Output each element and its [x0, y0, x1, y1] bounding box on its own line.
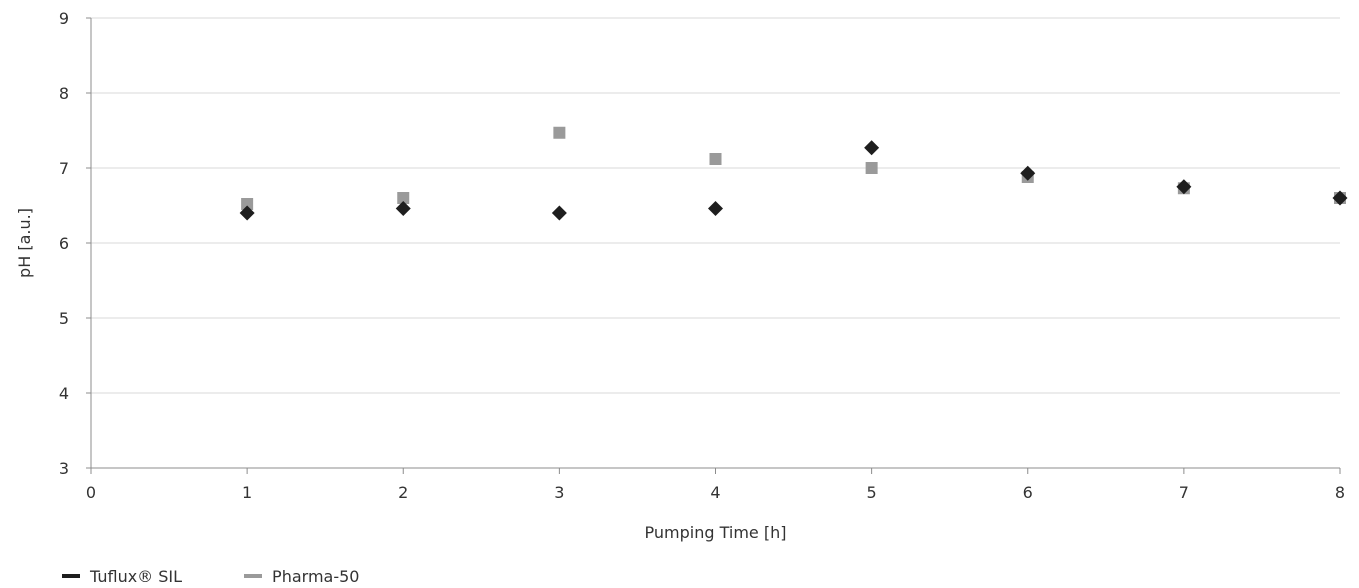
legend-item-series-1: Tuflux® SIL: [62, 567, 182, 586]
tuflux-point: [1020, 165, 1036, 181]
tuflux-point: [708, 201, 723, 216]
data-points: [239, 126, 1348, 221]
legend-swatch-series-1: [62, 574, 80, 578]
tuflux-point: [1332, 190, 1348, 206]
y-tick-label: 5: [59, 309, 69, 328]
x-tick-label: 7: [1179, 483, 1189, 502]
y-tick-label: 3: [59, 459, 69, 478]
legend-label-series-1: Tuflux® SIL: [90, 566, 183, 586]
x-tick-label: 3: [554, 483, 564, 502]
legend-swatch-series-2: [244, 574, 263, 578]
pharma50-point: [241, 198, 254, 210]
chart: 3 4 5 6 7 8 9 0 1 2 3 4 5 6 7 8 Pumping Time [h] pH [a.…: [15, 9, 1348, 542]
legend-item-series-2: Pharma-50: [244, 567, 359, 586]
y-tick-label: 7: [59, 159, 69, 178]
pharma50-point: [709, 153, 722, 165]
y-tick-label: 9: [59, 9, 69, 28]
y-tick-label: 8: [59, 84, 69, 103]
tuflux-point: [239, 205, 255, 221]
pharma50-point: [553, 126, 566, 139]
tuflux-point: [395, 201, 411, 216]
x-axis-label: Pumping Time [h]: [645, 523, 787, 542]
x-tick-label: 6: [1023, 483, 1033, 502]
x-tick-label: 4: [710, 483, 720, 502]
tuflux-point: [551, 205, 567, 221]
y-tick-label: 6: [59, 234, 69, 253]
legend-label-series-2: Pharma-50: [272, 566, 360, 586]
x-tick-label: 8: [1335, 483, 1345, 502]
gridlines: [91, 17, 1340, 394]
y-tick-label: 4: [59, 384, 69, 403]
y-axis-label: pH [a.u.]: [15, 208, 34, 278]
tick-labels: 3 4 5 6 7 8 9 0 1 2 3 4 5 6 7 8: [59, 9, 1345, 502]
pharma50-point: [865, 162, 878, 174]
x-tick-label: 2: [398, 483, 408, 502]
tuflux-point: [864, 140, 880, 156]
x-tick-label: 0: [86, 483, 96, 502]
x-tick-label: 1: [242, 483, 252, 502]
x-tick-label: 5: [867, 483, 877, 502]
pharma50-point: [397, 192, 410, 204]
legend: Tuflux® SIL Pharma-50: [62, 566, 421, 586]
tuflux-point: [1176, 179, 1192, 195]
axes: [86, 17, 1341, 474]
